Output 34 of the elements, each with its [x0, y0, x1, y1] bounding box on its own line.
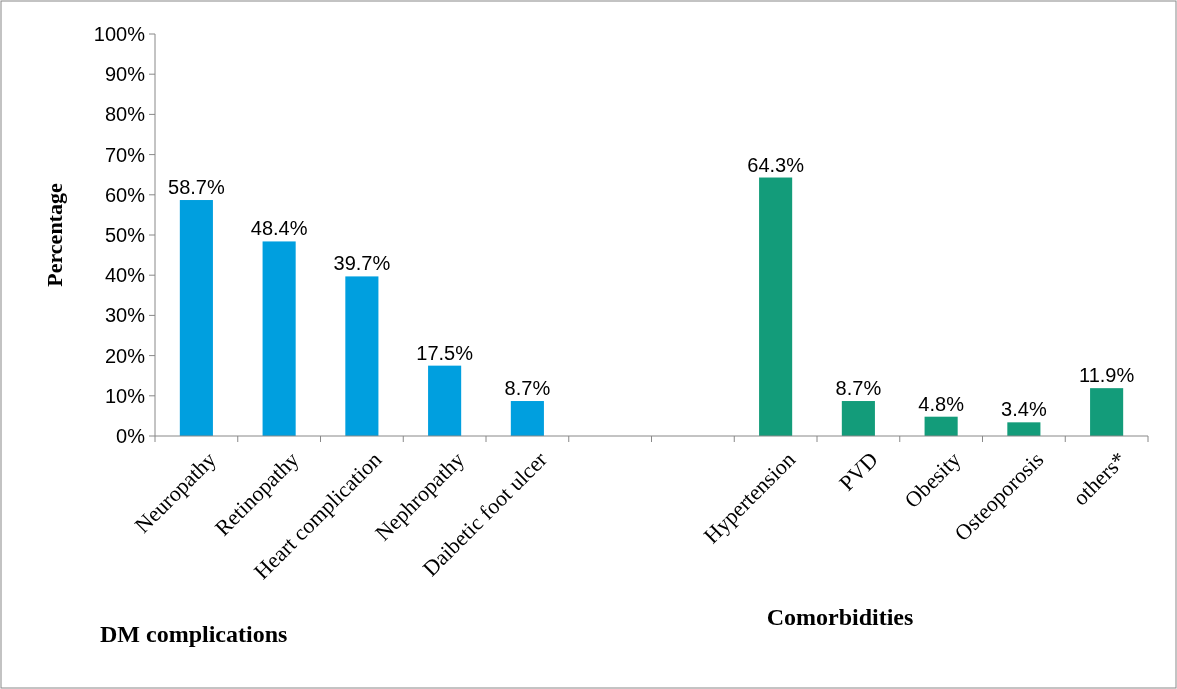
data-label: 48.4%: [250, 217, 308, 240]
y-tick-label: 80%: [104, 103, 146, 126]
bar: [1007, 422, 1041, 436]
data-label: 8.7%: [504, 377, 551, 400]
y-tick-label: 0%: [116, 425, 146, 447]
y-tick-label: 90%: [104, 63, 146, 86]
y-tick-label: 60%: [104, 183, 146, 206]
text: DM complications: [100, 621, 288, 647]
bar: [510, 401, 544, 436]
bar: [1090, 388, 1124, 436]
bar: [759, 177, 793, 436]
y-axis-title: Percentage: [42, 183, 67, 287]
bar: [345, 276, 379, 436]
bar: [428, 365, 462, 436]
data-label: 58.7%: [168, 176, 225, 199]
data-label: 4.8%: [918, 392, 965, 415]
y-tick-label: 70%: [104, 143, 146, 166]
bar: [841, 401, 875, 436]
data-label: 17.5%: [416, 341, 474, 364]
bar: [924, 416, 958, 436]
data-label: 39.7%: [333, 252, 391, 275]
y-tick-label: 50%: [104, 224, 146, 246]
y-tick-label: 40%: [104, 264, 146, 287]
text: Comorbidities: [766, 604, 914, 630]
y-tick-label: 10%: [104, 384, 146, 407]
data-label: 11.9%: [1079, 364, 1135, 387]
bar: [179, 200, 213, 436]
y-tick-label: 20%: [104, 344, 146, 367]
data-label: 3.4%: [1001, 398, 1047, 421]
data-label: 8.7%: [835, 377, 882, 400]
y-tick-label: 100%: [93, 23, 146, 45]
data-label: 64.3%: [747, 153, 805, 176]
y-tick-label: 30%: [104, 304, 146, 327]
bar: [262, 241, 296, 436]
